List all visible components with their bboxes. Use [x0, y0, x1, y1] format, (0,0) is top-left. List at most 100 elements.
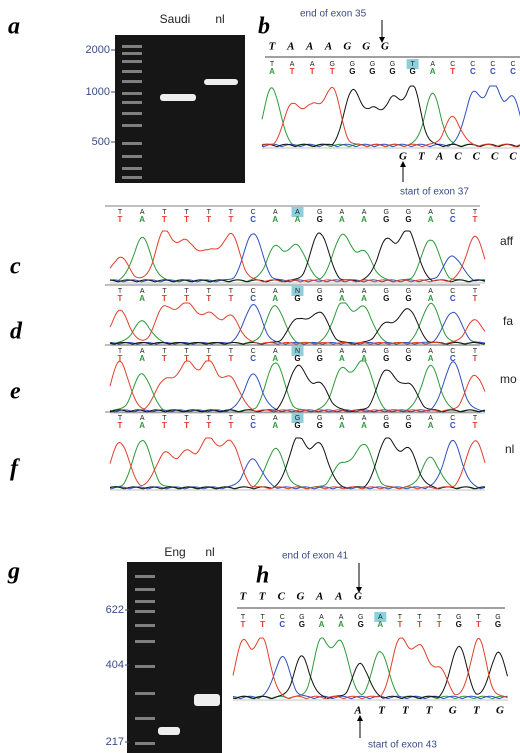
trace [109, 360, 486, 413]
base-call: A [377, 620, 383, 629]
lane-label: Eng [164, 545, 185, 559]
reference-base: A [305, 41, 313, 53]
base-call: C [250, 294, 256, 303]
base: T [207, 348, 212, 355]
lane-label: nl [215, 12, 224, 26]
reference-base: C [278, 591, 286, 603]
highlight [374, 612, 387, 622]
base: G [317, 348, 322, 355]
reference-base: G [381, 41, 389, 53]
base-call: T [118, 421, 123, 430]
base: A [339, 614, 344, 621]
trace [109, 439, 486, 490]
trace [109, 361, 486, 413]
trace [232, 637, 508, 700]
base-call: G [317, 294, 323, 303]
base-call: A [428, 215, 434, 224]
base-call: T [330, 67, 335, 76]
trace [109, 308, 486, 345]
sample-label: nl [505, 442, 514, 456]
reference-base: G [354, 591, 362, 603]
trace [261, 86, 520, 148]
panel-label: c [10, 254, 21, 280]
base-call: T [228, 294, 233, 303]
base: C [490, 61, 495, 68]
base-call: T [310, 67, 315, 76]
ladder-band [135, 575, 155, 578]
base-call: A [428, 354, 434, 363]
trace [109, 437, 485, 490]
base-call: T [184, 215, 189, 224]
trace [261, 87, 520, 148]
base: A [273, 415, 278, 422]
ladder-band [135, 692, 155, 695]
base-call: T [228, 421, 233, 430]
base-call: A [361, 215, 367, 224]
base: A [310, 61, 315, 68]
base: T [398, 614, 403, 621]
base-call: A [339, 354, 345, 363]
base-call: T [206, 294, 211, 303]
base: A [140, 288, 145, 295]
base-call: T [162, 215, 167, 224]
base-call: G [405, 354, 411, 363]
lane-label: Saudi [160, 12, 191, 26]
base-call: G [495, 620, 501, 629]
annotation: end of exon 41 [282, 551, 349, 562]
base: T [118, 348, 123, 355]
ladder-label: 2000 [86, 44, 110, 56]
ladder-label: 404 [106, 659, 124, 671]
trace [261, 85, 520, 148]
base-call: C [450, 354, 456, 363]
base-call: A [361, 354, 367, 363]
base-call: T [290, 67, 295, 76]
ladder-band [135, 665, 155, 668]
base-call: A [428, 294, 434, 303]
annotation: start of exon 43 [368, 740, 437, 751]
base-call: C [279, 620, 285, 629]
lane-label: nl [205, 545, 214, 559]
base-call: A [339, 215, 345, 224]
base-call: T [473, 294, 478, 303]
reference-base: G [343, 41, 351, 53]
reference-base: A [353, 705, 361, 717]
base-call: G [317, 354, 323, 363]
base-call: A [272, 421, 278, 430]
base: A [362, 348, 367, 355]
base: T [229, 209, 234, 216]
ladder-band [122, 92, 142, 95]
base-call: G [317, 215, 323, 224]
highlight [406, 59, 419, 69]
base-call: T [241, 620, 246, 629]
base: C [251, 415, 256, 422]
base: T [417, 614, 422, 621]
base: T [184, 209, 189, 216]
base: T [162, 288, 167, 295]
base-call: T [206, 354, 211, 363]
panel-label: a [8, 14, 20, 40]
trace [109, 364, 486, 413]
base-call: T [228, 215, 233, 224]
base: T [260, 614, 265, 621]
base: T [410, 61, 415, 68]
base: C [450, 209, 455, 216]
base-call: A [269, 67, 275, 76]
base: A [140, 415, 145, 422]
annotation: start of exon 37 [400, 187, 469, 198]
base: G [495, 614, 500, 621]
reference-base: A [324, 41, 332, 53]
ladder-label: 1000 [86, 86, 110, 98]
annotation: end of exon 35 [300, 9, 367, 20]
base-call: T [162, 354, 167, 363]
base: A [362, 288, 367, 295]
sample-band [160, 94, 196, 101]
ladder-band [122, 101, 142, 104]
base: T [118, 288, 123, 295]
base: C [251, 209, 256, 216]
highlight [291, 207, 304, 217]
base: A [430, 61, 435, 68]
base: T [476, 614, 481, 621]
base: A [362, 415, 367, 422]
ladder-band [122, 60, 142, 63]
base: G [406, 288, 411, 295]
